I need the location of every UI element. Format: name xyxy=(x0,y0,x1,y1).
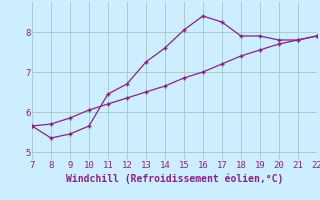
X-axis label: Windchill (Refroidissement éolien,°C): Windchill (Refroidissement éolien,°C) xyxy=(66,173,283,184)
